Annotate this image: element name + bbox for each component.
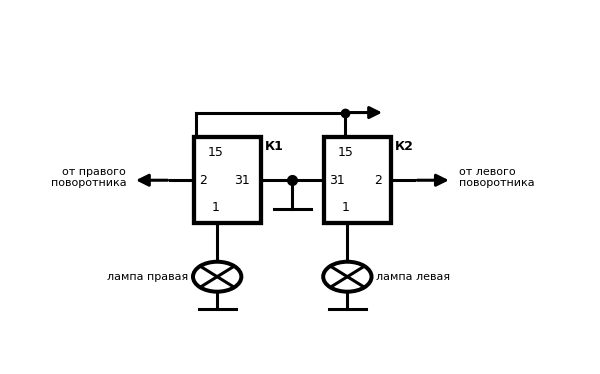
FancyBboxPatch shape: [194, 137, 261, 223]
Text: К2: К2: [395, 140, 414, 153]
FancyBboxPatch shape: [324, 137, 391, 223]
Text: лампа правая: лампа правая: [107, 272, 188, 282]
Text: от левого
поворотника: от левого поворотника: [458, 166, 534, 188]
Text: К1: К1: [265, 140, 284, 153]
Text: 2: 2: [374, 174, 382, 187]
Text: 31: 31: [234, 174, 250, 187]
Text: 1: 1: [341, 201, 349, 214]
Text: 1: 1: [211, 201, 219, 214]
Text: 2: 2: [199, 174, 207, 187]
Text: 15: 15: [337, 146, 353, 159]
Text: лампа левая: лампа левая: [376, 272, 451, 282]
Text: от правого
поворотника: от правого поворотника: [50, 166, 126, 188]
Text: 15: 15: [207, 146, 223, 159]
Text: 31: 31: [329, 174, 345, 187]
